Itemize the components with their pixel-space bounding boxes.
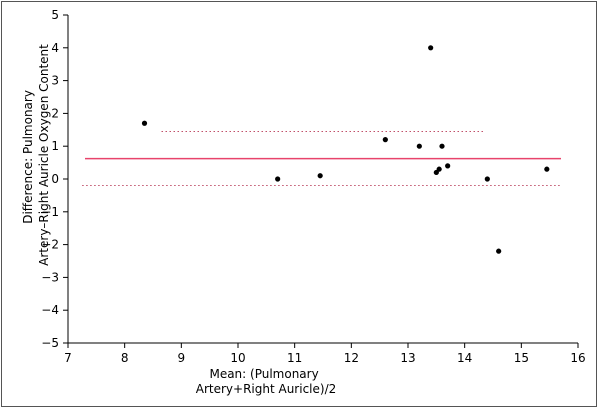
y-tick-label: 2 <box>51 106 59 120</box>
x-tick-label: 16 <box>570 351 585 365</box>
x-tick-label: 11 <box>287 351 302 365</box>
x-axis-label-line-1: Mean: (Pulmonary <box>209 367 318 381</box>
x-axis-label-line-2: Artery+Right Auricle)/2 <box>196 382 337 396</box>
data-point <box>141 120 148 126</box>
x-axis: 7 8 9 10 11 12 13 14 15 16 <box>64 342 586 365</box>
data-point <box>382 137 388 143</box>
data-point <box>317 173 323 179</box>
y-tick-label: −2 <box>41 238 59 252</box>
x-tick-label: 12 <box>344 351 359 365</box>
y-axis: 5 4 3 2 1 0 −1 −2 −3 −4 −5 <box>41 8 69 350</box>
y-tick-label: 3 <box>51 74 59 88</box>
x-tick-label: 13 <box>400 351 415 365</box>
data-point <box>445 163 451 169</box>
y-tick-label: 0 <box>51 172 59 186</box>
y-tick-label: −3 <box>41 270 59 284</box>
data-point <box>496 248 502 254</box>
y-axis-label-line-1: Difference: Pulmonary <box>21 90 35 224</box>
data-points <box>141 45 550 254</box>
y-tick-label: 1 <box>51 139 59 153</box>
data-point <box>439 143 445 149</box>
y-tick-label: −4 <box>41 303 59 317</box>
y-tick-label: −5 <box>41 336 59 350</box>
data-point <box>436 166 442 172</box>
data-point <box>484 176 490 182</box>
x-tick-label: 10 <box>230 351 245 365</box>
y-tick-label: −1 <box>41 205 59 219</box>
y-tick-label: 5 <box>51 8 59 22</box>
data-point <box>544 166 550 172</box>
x-axis-label: Mean: (Pulmonary Artery+Right Auricle)/2 <box>196 367 337 396</box>
data-point <box>416 143 422 149</box>
x-tick-label: 15 <box>514 351 529 365</box>
y-tick-label: 4 <box>51 41 59 55</box>
y-axis-label-line-2: Artery–Right Auricle Oxygen Content <box>37 44 51 266</box>
data-point <box>428 45 434 51</box>
x-tick-label: 14 <box>457 351 472 365</box>
data-point <box>275 176 281 182</box>
x-tick-label: 8 <box>121 351 129 365</box>
x-tick-label: 7 <box>64 351 72 365</box>
reference-lines <box>82 130 561 187</box>
x-tick-label: 9 <box>178 351 186 365</box>
y-axis-label: Difference: Pulmonary Artery–Right Auric… <box>21 44 51 266</box>
